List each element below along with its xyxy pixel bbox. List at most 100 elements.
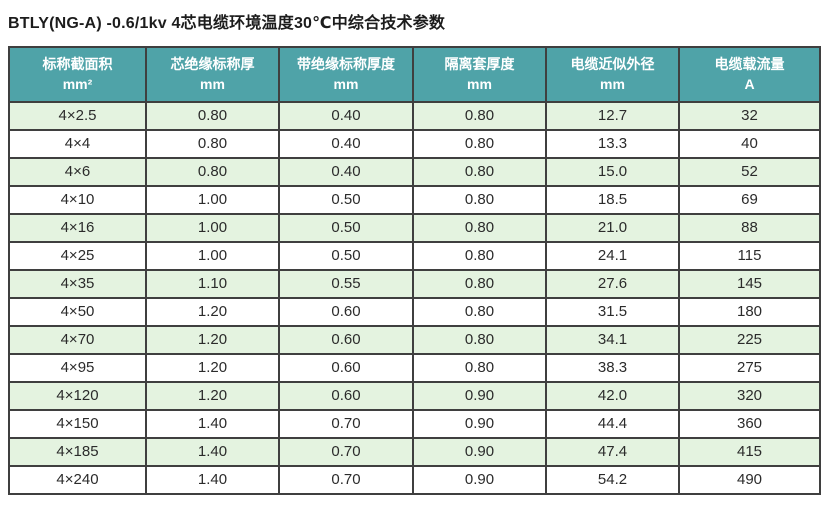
page-title: BTLY(NG-A) -0.6/1kv 4芯电缆环境温度30℃中综合技术参数 — [8, 15, 446, 32]
table-cell: 52 — [678, 156, 821, 187]
table-cell: 0.50 — [278, 184, 414, 215]
table-cell: 0.55 — [278, 268, 414, 299]
table-row: 4×16 1.00 0.50 0.80 21.0 88 — [8, 212, 821, 243]
table-cell: 4×240 — [8, 464, 147, 495]
table-cell: 320 — [678, 380, 821, 411]
table-cell: 4×50 — [8, 296, 147, 327]
column-header: 带绝缘标称厚度 mm — [278, 46, 414, 103]
table-row: 4×150 1.40 0.70 0.90 44.4 360 — [8, 408, 821, 439]
table-cell: 0.80 — [412, 184, 547, 215]
table-cell: 1.20 — [145, 324, 280, 355]
table-cell: 0.60 — [278, 324, 414, 355]
table-cell: 0.70 — [278, 464, 414, 495]
table-cell: 0.80 — [412, 156, 547, 187]
table-cell: 0.80 — [412, 240, 547, 271]
table-row: 4×6 0.80 0.40 0.80 15.0 52 — [8, 156, 821, 187]
table-cell: 1.20 — [145, 296, 280, 327]
table-cell: 1.00 — [145, 184, 280, 215]
table-cell: 4×25 — [8, 240, 147, 271]
table-cell: 275 — [678, 352, 821, 383]
table-cell: 69 — [678, 184, 821, 215]
table-cell: 4×6 — [8, 156, 147, 187]
table-cell: 21.0 — [545, 212, 680, 243]
table-cell: 415 — [678, 436, 821, 467]
table-cell: 0.70 — [278, 408, 414, 439]
table-cell: 1.40 — [145, 408, 280, 439]
column-header-label: 标称截面积 — [42, 56, 113, 72]
table-cell: 40 — [678, 128, 821, 159]
table-cell: 18.5 — [545, 184, 680, 215]
column-header: 电缆载流量 A — [678, 46, 821, 103]
table-cell: 0.50 — [278, 212, 414, 243]
column-header-unit: mm² — [62, 76, 93, 93]
column-header-label: 隔离套厚度 — [444, 56, 515, 72]
table-body: 4×2.5 0.80 0.40 0.80 12.7 32 4×4 0.80 0.40 0.80 13… — [8, 100, 821, 495]
table-cell: 4×35 — [8, 268, 147, 299]
table-cell: 32 — [678, 100, 821, 131]
table-cell: 4×150 — [8, 408, 147, 439]
column-header-label: 电缆近似外径 — [570, 56, 655, 72]
table-cell: 490 — [678, 464, 821, 495]
column-header: 芯绝缘标称厚 mm — [145, 46, 280, 103]
table-cell: 1.00 — [145, 240, 280, 271]
table-header: 标称截面积 mm² 芯绝缘标称厚 mm 带绝缘标称厚度 mm 隔离套厚度 mm 电缆近似外径 mm… — [8, 46, 821, 103]
table-row: 4×185 1.40 0.70 0.90 47.4 415 — [8, 436, 821, 467]
table-cell: 4×10 — [8, 184, 147, 215]
table-cell: 0.80 — [412, 296, 547, 327]
column-header-label: 电缆载流量 — [714, 56, 785, 72]
table-cell: 0.70 — [278, 436, 414, 467]
table-cell: 0.60 — [278, 352, 414, 383]
column-header-unit: mm — [467, 76, 492, 93]
table-cell: 145 — [678, 268, 821, 299]
column-header-unit: mm — [600, 76, 625, 93]
table-cell: 0.90 — [412, 408, 547, 439]
table-row: 4×25 1.00 0.50 0.80 24.1 115 — [8, 240, 821, 271]
table-cell: 24.1 — [545, 240, 680, 271]
table-cell: 0.40 — [278, 100, 414, 131]
column-header: 隔离套厚度 mm — [412, 46, 547, 103]
table-cell: 13.3 — [545, 128, 680, 159]
table-cell: 4×70 — [8, 324, 147, 355]
table-cell: 0.80 — [412, 268, 547, 299]
cable-spec-table: 标称截面积 mm² 芯绝缘标称厚 mm 带绝缘标称厚度 mm 隔离套厚度 mm 电缆近似外径 mm… — [8, 46, 821, 495]
table-cell: 1.00 — [145, 212, 280, 243]
table-cell: 54.2 — [545, 464, 680, 495]
table-cell: 1.20 — [145, 380, 280, 411]
table-cell: 0.80 — [145, 128, 280, 159]
table-cell: 4×16 — [8, 212, 147, 243]
table-cell: 44.4 — [545, 408, 680, 439]
table-cell: 42.0 — [545, 380, 680, 411]
column-header-unit: A — [744, 76, 755, 93]
table-cell: 360 — [678, 408, 821, 439]
table-cell: 4×185 — [8, 436, 147, 467]
column-header: 电缆近似外径 mm — [545, 46, 680, 103]
table-cell: 0.90 — [412, 380, 547, 411]
table-cell: 4×4 — [8, 128, 147, 159]
table-cell: 1.10 — [145, 268, 280, 299]
table-cell: 1.40 — [145, 464, 280, 495]
table-cell: 38.3 — [545, 352, 680, 383]
table-row: 4×70 1.20 0.60 0.80 34.1 225 — [8, 324, 821, 355]
table-cell: 225 — [678, 324, 821, 355]
table-cell: 0.90 — [412, 464, 547, 495]
table-cell: 4×2.5 — [8, 100, 147, 131]
table-cell: 0.60 — [278, 380, 414, 411]
table-cell: 1.20 — [145, 352, 280, 383]
table-cell: 0.80 — [412, 352, 547, 383]
table-cell: 0.80 — [412, 128, 547, 159]
table-cell: 88 — [678, 212, 821, 243]
table-cell: 0.80 — [412, 324, 547, 355]
table-cell: 0.80 — [145, 156, 280, 187]
table-cell: 4×120 — [8, 380, 147, 411]
table-cell: 0.40 — [278, 156, 414, 187]
table-row: 4×240 1.40 0.70 0.90 54.2 490 — [8, 464, 821, 495]
table-cell: 12.7 — [545, 100, 680, 131]
table-cell: 1.40 — [145, 436, 280, 467]
table-cell: 4×95 — [8, 352, 147, 383]
table-row: 4×95 1.20 0.60 0.80 38.3 275 — [8, 352, 821, 383]
table-row: 4×10 1.00 0.50 0.80 18.5 69 — [8, 184, 821, 215]
column-header-unit: mm — [200, 76, 225, 93]
table-cell: 0.40 — [278, 128, 414, 159]
table-row: 4×50 1.20 0.60 0.80 31.5 180 — [8, 296, 821, 327]
